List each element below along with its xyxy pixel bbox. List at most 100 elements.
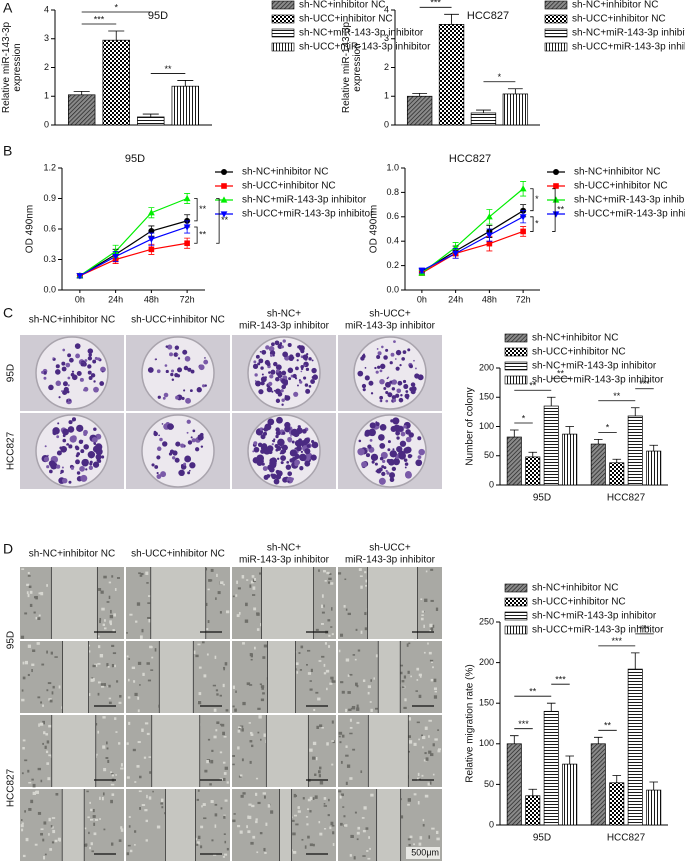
cell-texture (343, 605, 346, 608)
cell-texture (101, 797, 104, 801)
colony (404, 393, 410, 399)
cell-texture (307, 835, 310, 839)
colony (48, 384, 54, 391)
cell-texture (41, 663, 45, 666)
wound-image (20, 715, 124, 788)
cell-texture (206, 759, 209, 764)
colony (269, 354, 273, 357)
cell-texture (330, 626, 333, 628)
cell-texture (154, 648, 157, 652)
marker (519, 185, 527, 192)
cell-texture (112, 629, 115, 632)
cell-texture (45, 733, 49, 736)
cell-texture (27, 575, 31, 577)
chart-title: 95D (148, 10, 168, 22)
wound-image (126, 567, 230, 639)
cell-texture (146, 732, 150, 736)
cell-texture (103, 683, 106, 687)
cell-texture (90, 808, 93, 812)
cell-texture (250, 731, 253, 735)
colony (83, 432, 87, 437)
colony (276, 457, 280, 460)
colony (280, 445, 283, 449)
cell-texture (100, 590, 104, 594)
colony (70, 372, 75, 377)
cell-texture (120, 763, 123, 767)
cell-texture (248, 803, 252, 806)
cell-texture (331, 824, 335, 827)
cell-texture (21, 698, 25, 702)
cell-texture (350, 707, 353, 710)
colony (413, 359, 415, 362)
colony (288, 377, 292, 381)
colony (280, 345, 284, 349)
cell-texture (214, 655, 217, 659)
cell-texture (24, 759, 28, 762)
cell-texture (340, 760, 343, 764)
cell-texture (50, 651, 53, 655)
colony (275, 377, 280, 382)
cell-texture (421, 614, 424, 617)
cell-texture (43, 821, 47, 825)
colony (403, 458, 408, 462)
cell-texture (413, 793, 417, 796)
colony (361, 461, 368, 468)
cell-texture (293, 814, 298, 817)
wound-gap (378, 641, 401, 713)
colony (190, 436, 193, 439)
cell-texture (249, 740, 253, 743)
cell-texture (318, 660, 322, 662)
marker (148, 228, 155, 235)
colony (160, 471, 167, 478)
wound-gap (165, 789, 196, 861)
cell-texture (97, 681, 101, 684)
cell-texture (267, 804, 271, 808)
significance-label: ** (199, 229, 207, 239)
cell-texture (352, 654, 356, 656)
colony (164, 364, 168, 367)
colony (48, 460, 56, 467)
colony (183, 462, 187, 466)
cell-texture (206, 653, 209, 656)
cell-texture (211, 839, 214, 842)
cell-texture (25, 837, 29, 842)
cell-texture (418, 694, 422, 698)
colony (261, 349, 267, 355)
cell-texture (356, 707, 360, 711)
cell-texture (425, 570, 428, 573)
cell-texture (51, 817, 56, 819)
cell-texture (161, 806, 164, 809)
cell-texture (210, 759, 214, 764)
colony (409, 364, 413, 369)
cell-texture (399, 815, 404, 819)
colony (296, 442, 301, 447)
colony (78, 439, 84, 445)
panel-label: A (3, 0, 13, 16)
colony (376, 354, 381, 359)
significance-label: *** (639, 379, 650, 389)
bar (590, 743, 606, 826)
colony (252, 363, 259, 369)
colony (387, 392, 393, 398)
legend-label: sh-NC+inhibitor NC (532, 583, 618, 594)
colony (311, 367, 317, 374)
cell-texture (46, 689, 49, 692)
significance-bracket (216, 198, 220, 244)
cell-texture (114, 717, 117, 720)
colony (269, 459, 277, 468)
colony (92, 359, 97, 364)
colony (88, 353, 92, 357)
cell-texture (118, 742, 121, 745)
cell-texture (198, 666, 202, 669)
cell-texture (338, 731, 343, 735)
cell-texture (354, 658, 357, 661)
bar (590, 443, 606, 486)
cell-texture (323, 828, 327, 830)
colony (360, 356, 365, 361)
colony (192, 429, 196, 433)
legend-swatch (504, 375, 528, 385)
x-tick-label: 0h (417, 294, 427, 304)
colony (262, 466, 268, 472)
colony (379, 443, 386, 449)
colony (410, 389, 416, 395)
